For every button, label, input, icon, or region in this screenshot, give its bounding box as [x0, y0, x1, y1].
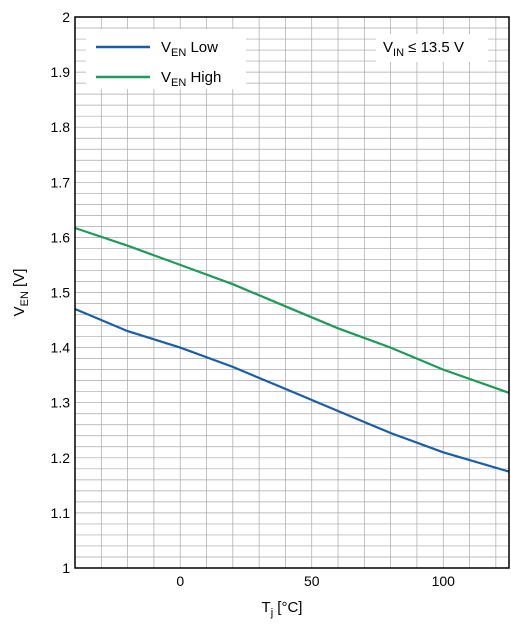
y-tick-label: 1.9: [51, 64, 71, 80]
y-tick-label: 1.5: [51, 285, 71, 301]
y-tick-label: 1: [62, 560, 70, 576]
legend: VEN Low VEN High: [86, 29, 246, 89]
grid: [75, 17, 509, 568]
y-axis-label-main: V: [11, 306, 28, 316]
y-tick-label: 2: [62, 9, 70, 25]
y-axis-label-unit: [V]: [11, 269, 28, 292]
series-layer: [75, 228, 509, 472]
x-tick-label: 50: [304, 573, 320, 589]
x-axis-label-main: T: [262, 599, 271, 616]
y-axis-label-sub: EN: [19, 291, 31, 306]
x-axis-label-unit: [°C]: [273, 599, 302, 616]
y-tick-label: 1.3: [51, 395, 71, 411]
y-tick-label: 1.4: [51, 340, 71, 356]
y-tick-labels: 1 1.1 1.2 1.3 1.4 1.5 1.6 1.7 1.8 1.9 2: [51, 9, 71, 576]
y-tick-label: 1.2: [51, 450, 71, 466]
x-tick-label: 100: [432, 573, 456, 589]
x-axis-label: Tj [°C]: [262, 599, 303, 619]
y-axis-label: VEN [V]: [11, 269, 31, 317]
x-tick-labels: 0 50 100: [176, 573, 455, 589]
x-tick-label: 0: [176, 573, 184, 589]
y-tick-label: 1.1: [51, 505, 71, 521]
y-tick-label: 1.7: [51, 174, 71, 190]
series-line-0: [75, 309, 509, 472]
series-line-1: [75, 228, 509, 393]
y-tick-label: 1.6: [51, 229, 71, 245]
y-tick-label: 1.8: [51, 119, 71, 135]
